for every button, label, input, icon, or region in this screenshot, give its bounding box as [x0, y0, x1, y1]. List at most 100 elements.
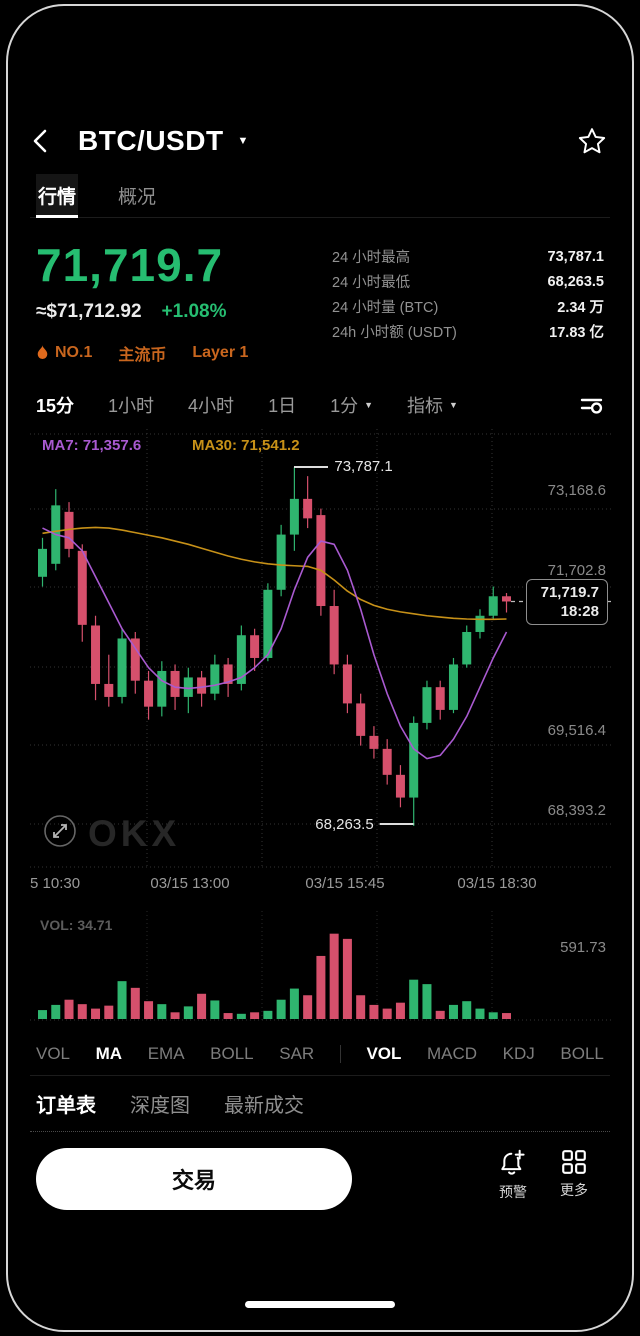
badge-rank[interactable]: NO.1: [36, 344, 92, 362]
badges: NO.1 主流币 Layer 1: [36, 341, 332, 365]
timeframe-label: 1分: [330, 396, 359, 416]
annotation-dash: [379, 823, 414, 826]
caret-down-icon: ▼: [237, 135, 249, 147]
x-axis-label: 03/15 18:30: [457, 875, 537, 892]
indicator-sar[interactable]: SAR: [279, 1044, 315, 1063]
alert-button[interactable]: 预警: [498, 1148, 528, 1202]
caret-down-icon: ▼: [364, 400, 374, 410]
timeframe-1h[interactable]: 1小时: [108, 392, 154, 418]
price-chart-pane: MA7: 71,357.6 MA30: 71,541.2 73,168.6 71…: [30, 429, 614, 869]
page-tabs: 行情 概况: [30, 174, 610, 218]
action-bar: 交易 预警 更多: [30, 1148, 610, 1210]
timeframe-row: 15分 1小时 4小时 1日 1分 ▼ 指标 ▼: [30, 387, 610, 423]
favorite-button[interactable]: [574, 123, 610, 159]
ma30-legend: MA30: 71,541.2: [192, 437, 300, 454]
x-axis-label: 03/15 15:45: [305, 875, 385, 892]
candlestick-chart[interactable]: [30, 429, 614, 869]
x-axis: 5 10:30 03/15 13:00 03/15 15:45 03/15 18…: [30, 869, 610, 899]
indicator-ema[interactable]: EMA: [147, 1044, 185, 1063]
orderbook-tabs: 订单表 深度图 最新成交: [30, 1076, 610, 1132]
stat-row-high: 24 小时最高 73,787.1: [332, 244, 604, 269]
chevron-left-icon: [33, 129, 47, 153]
indicator-boll-sub[interactable]: BOLL: [560, 1044, 604, 1063]
timeframe-15m[interactable]: 15分: [36, 392, 74, 418]
stat-row-turnover-usdt: 24h 小时额 (USDT) 17.83 亿: [332, 319, 604, 344]
price-subrow: ≈$71,712.92 +1.08%: [36, 301, 332, 323]
stats-panel: 24 小时最高 73,787.1 24 小时最低 68,263.5 24 小时量…: [332, 244, 604, 365]
high-annotation-label: 73,787.1: [334, 458, 393, 476]
home-indicator[interactable]: [245, 1301, 395, 1308]
stat-value: 17.83 亿: [549, 325, 604, 341]
tab-overview[interactable]: 概况: [116, 174, 158, 217]
alert-label: 预警: [499, 1184, 527, 1200]
tab-order-book[interactable]: 订单表: [36, 1095, 96, 1117]
tab-overview-label: 概况: [118, 187, 157, 208]
more-button[interactable]: 更多: [560, 1148, 588, 1200]
y-axis-label: 73,168.6: [547, 482, 606, 499]
badge-layer1[interactable]: Layer 1: [192, 344, 248, 362]
stat-row-volume-btc: 24 小时量 (BTC) 2.34 万: [332, 294, 604, 319]
tab-depth-chart[interactable]: 深度图: [130, 1095, 190, 1117]
stat-label: 24 小时最低: [332, 275, 411, 291]
indicator-macd[interactable]: MACD: [427, 1044, 478, 1063]
indicator-dropdown[interactable]: 指标 ▼: [407, 392, 458, 418]
trade-button[interactable]: 交易: [36, 1148, 352, 1210]
y-axis-label: 68,393.2: [547, 802, 606, 819]
timeframe-label: 1小时: [108, 396, 155, 416]
pair-selector[interactable]: BTC/USDT ▼: [78, 125, 248, 157]
last-price: 71,719.7: [36, 239, 224, 291]
indicator-ma[interactable]: MA: [95, 1044, 123, 1063]
current-price-time: 18:28: [560, 603, 599, 621]
volume-legend: VOL: 34.71: [40, 917, 113, 933]
fullscreen-button[interactable]: [42, 813, 78, 849]
y-axis-label: 69,516.4: [547, 722, 606, 739]
stat-value: 2.34 万: [557, 300, 604, 316]
indicator-tabs: VOL MA EMA BOLL SAR VOL MACD KDJ BOLL: [30, 1033, 610, 1075]
stat-label: 24 小时最高: [332, 250, 411, 266]
indicator-vol-sub[interactable]: VOL: [366, 1044, 402, 1063]
badge-mainstream[interactable]: 主流币: [118, 341, 166, 365]
phone-frame: BTC/USDT ▼ 行情 概况 71,719.7 ≈$71,712.92 +1…: [6, 4, 634, 1332]
volume-axis-max: 591.73: [560, 939, 606, 956]
annotation-dash: [294, 465, 329, 468]
indicator-boll-main[interactable]: BOLL: [210, 1044, 254, 1063]
indicator-dropdown-label: 指标: [407, 396, 444, 416]
badge-rank-label: NO.1: [55, 344, 93, 361]
x-axis-label: 03/15 13:00: [150, 875, 230, 892]
back-button[interactable]: [30, 124, 64, 158]
indicator-vol-main[interactable]: VOL: [36, 1044, 71, 1063]
stat-row-low: 24 小时最低 68,263.5: [332, 269, 604, 294]
volume-pane: VOL: 34.71 591.73: [30, 911, 614, 1023]
change-percent: +1.08%: [161, 301, 227, 322]
current-price-tag: 71,719.7 18:28: [526, 579, 608, 626]
chart-settings-icon: [580, 398, 603, 414]
stat-label: 24 小时量 (BTC): [332, 300, 439, 316]
stat-value: 73,787.1: [547, 248, 604, 265]
tab-latest-trades[interactable]: 最新成交: [224, 1095, 304, 1117]
badge-layer1-label: Layer 1: [192, 344, 249, 361]
y-axis-label: 71,702.8: [547, 562, 606, 579]
indicator-kdj[interactable]: KDJ: [502, 1044, 535, 1063]
timeframe-4h[interactable]: 4小时: [188, 392, 234, 418]
price-section: 71,719.7 ≈$71,712.92 +1.08% NO.1 主流币 Lay…: [30, 238, 610, 365]
page-title: BTC/USDT: [78, 125, 224, 156]
tab-market[interactable]: 行情: [36, 174, 79, 218]
timeframe-1d[interactable]: 1日: [268, 392, 296, 418]
stat-label: 24h 小时额 (USDT): [332, 325, 457, 341]
tab-market-label: 行情: [38, 187, 77, 208]
header: BTC/USDT ▼: [30, 118, 610, 164]
chart-settings-button[interactable]: [580, 394, 604, 416]
caret-down-icon: ▼: [449, 400, 458, 410]
flame-icon: [37, 345, 48, 359]
app-screen: BTC/USDT ▼ 行情 概况 71,719.7 ≈$71,712.92 +1…: [8, 6, 632, 1330]
indicator-divider: [339, 1045, 341, 1063]
fiat-price: ≈$71,712.92: [36, 301, 142, 322]
timeframe-label: 1日: [268, 396, 297, 416]
price-block: 71,719.7 ≈$71,712.92 +1.08% NO.1 主流币 Lay…: [36, 238, 332, 365]
ma7-legend: MA7: 71,357.6: [42, 437, 142, 454]
low-annotation-label: 68,263.5: [315, 815, 374, 833]
volume-chart[interactable]: [30, 911, 614, 1023]
grid-icon: [562, 1150, 586, 1174]
timeframe-1m-dropdown[interactable]: 1分 ▼: [330, 392, 373, 418]
star-icon: [578, 128, 606, 154]
